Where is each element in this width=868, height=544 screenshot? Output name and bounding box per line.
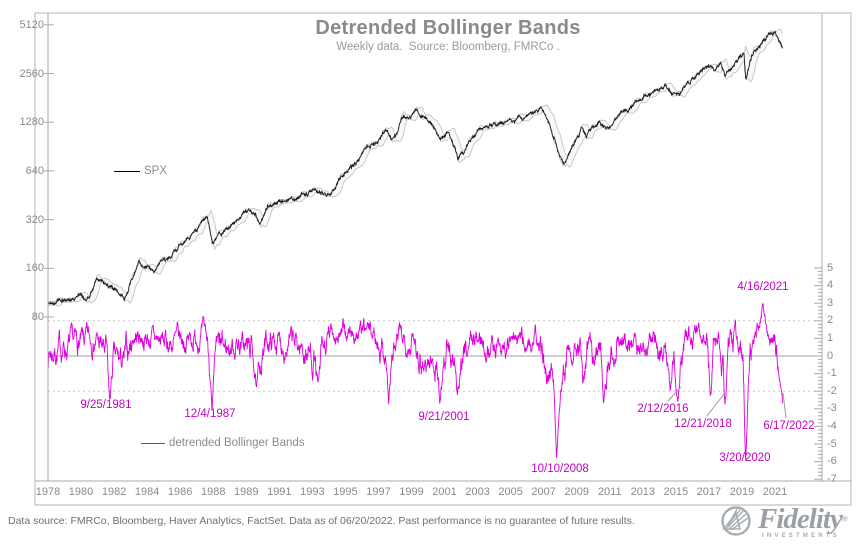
spx-line-swatch <box>114 170 140 172</box>
x-axis-label: 2013 <box>630 486 656 498</box>
y-axis-label-right: 3 <box>827 296 834 309</box>
x-axis-label: 1995 <box>333 486 358 498</box>
y-axis-label-left: 5120 <box>19 18 44 31</box>
x-axis-label: 2015 <box>663 486 689 498</box>
chart-subtitle: Weekly data. Source: Bloomberg, FMRCo . <box>336 41 560 53</box>
legend-detrended-label: detrended Bollinger Bands <box>169 437 305 449</box>
fidelity-logo: Fidelity® INVESTMENTS <box>716 504 864 542</box>
fidelity-wordmark: Fidelity <box>758 503 843 535</box>
annotation-label: 6/17/2022 <box>763 420 815 432</box>
disclaimer-text: Data source: FMRCo, Bloomberg, Haver Ana… <box>8 515 635 527</box>
x-axis-label: 1999 <box>399 486 424 498</box>
annotation-leader-line <box>667 386 682 402</box>
annotation-label: 12/4/1987 <box>184 408 236 420</box>
legend-detrended: detrended Bollinger Bands <box>141 437 305 449</box>
y-axis-label-right: -4 <box>827 419 837 432</box>
fidelity-investments-text: INVESTMENTS <box>762 533 840 539</box>
legend-spx-label: SPX <box>144 165 168 177</box>
annotation-label: 12/21/2018 <box>674 418 732 430</box>
x-axis-label: 2007 <box>531 486 556 498</box>
annotation-label: 2/12/2016 <box>637 403 689 415</box>
x-axis-label: 1991 <box>267 486 292 498</box>
chart-frame <box>34 12 852 506</box>
detrended-line <box>47 302 783 461</box>
x-axis-label: 1993 <box>300 486 325 498</box>
x-axis-label: 2021 <box>762 486 788 498</box>
x-axis-label: 1988 <box>200 486 226 498</box>
page-title: Detrended Bollinger Bands <box>315 17 581 39</box>
x-axis-label: 1989 <box>234 486 259 498</box>
x-axis-label: 1984 <box>134 486 160 498</box>
y-axis-label-right: -3 <box>827 402 837 415</box>
y-axis-label-right: -5 <box>827 437 837 450</box>
annotation-leader-line <box>706 393 725 417</box>
y-axis-label-left: 80 <box>31 311 44 323</box>
x-axis-label: 1986 <box>167 486 193 498</box>
spx-line <box>47 30 783 306</box>
x-axis-label: 1997 <box>366 486 391 498</box>
annotation-label: 9/25/1981 <box>80 399 132 411</box>
annotation-label: 10/10/2008 <box>531 463 589 475</box>
bollinger-lower-line <box>47 34 783 307</box>
y-axis-label-right: 1 <box>827 331 834 344</box>
y-axis-label-left: 320 <box>25 213 44 226</box>
x-axis-label: 2019 <box>729 486 755 498</box>
legend-spx: SPX <box>114 165 167 177</box>
x-axis-label: 2003 <box>465 486 490 498</box>
x-axis-label: 2001 <box>432 486 457 498</box>
x-axis-label: 1978 <box>35 486 61 498</box>
y-axis-label-left: 1280 <box>19 116 44 129</box>
y-axis-label-right: 5 <box>827 261 834 274</box>
y-axis-label-left: 640 <box>25 164 44 177</box>
x-axis-label: 1982 <box>101 486 127 498</box>
x-axis-label: 1980 <box>68 486 94 498</box>
annotation-label: 9/21/2001 <box>418 411 470 423</box>
annotation-leader-line <box>782 392 787 419</box>
x-axis-label: 2005 <box>498 486 523 498</box>
registered-mark: ® <box>841 514 848 524</box>
y-axis-label-right: -1 <box>827 367 837 380</box>
x-axis-label: 2017 <box>696 486 722 498</box>
y-axis-label-right: -6 <box>827 455 837 468</box>
y-axis-label-left: 2560 <box>19 67 44 80</box>
annotation-label: 3/20/2020 <box>719 452 771 464</box>
y-axis-label-right: 4 <box>827 279 834 292</box>
y-axis-label-right: 2 <box>827 314 834 327</box>
x-axis-label: 2011 <box>597 486 622 498</box>
detrended-line-swatch <box>141 442 165 444</box>
y-axis-label-right: -7 <box>827 472 837 485</box>
y-axis-label-left: 160 <box>25 262 44 275</box>
x-axis-label: 2009 <box>564 486 589 498</box>
y-axis-label-right: -2 <box>827 384 837 397</box>
fidelity-pyramid-icon <box>721 506 751 536</box>
y-axis-label-right: 0 <box>827 349 834 362</box>
annotation-label: 4/16/2021 <box>737 281 789 293</box>
